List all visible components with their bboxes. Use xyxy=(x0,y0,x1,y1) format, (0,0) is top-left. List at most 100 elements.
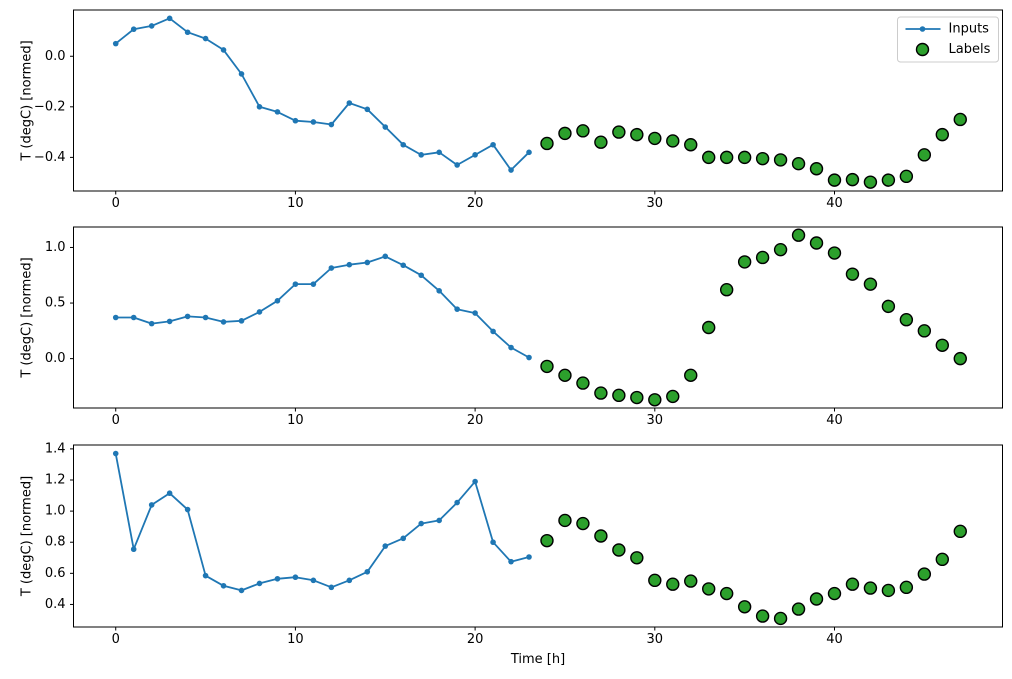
x-tick-label: 40 xyxy=(826,196,843,211)
labels-point xyxy=(791,156,806,171)
x-tick-label: 10 xyxy=(287,413,304,428)
labels-point xyxy=(755,609,770,623)
labels-point xyxy=(558,126,572,141)
labels-point xyxy=(666,389,680,404)
inputs-point xyxy=(166,318,173,325)
labels-point xyxy=(791,228,806,242)
inputs-point xyxy=(436,149,442,156)
subplot-1: 0 10 20 30 40 0.0 −0.2 −0.4T (degC) [normed] Inp… xyxy=(20,9,1003,211)
labels-point xyxy=(863,175,878,189)
axes-frame xyxy=(73,444,1003,628)
labels-point xyxy=(576,124,590,138)
labels-point xyxy=(630,127,644,142)
y-axis-label: T (degC) [normed] xyxy=(20,476,35,597)
inputs-markers xyxy=(112,450,532,594)
inputs-point xyxy=(400,262,407,269)
inputs-point xyxy=(472,478,478,485)
inputs-point xyxy=(112,314,119,321)
labels-point xyxy=(827,173,842,187)
y-tick-label: 0.8 xyxy=(45,535,66,550)
inputs-point xyxy=(364,259,371,266)
inputs-point xyxy=(436,288,442,294)
inputs-point xyxy=(364,568,371,575)
inputs-point xyxy=(220,582,227,589)
labels-point xyxy=(719,283,734,297)
labels-point xyxy=(845,172,860,187)
x-tick-label: 10 xyxy=(287,196,304,211)
x-tick-label: 20 xyxy=(467,413,484,428)
subplot-3: 0 10 20 30 40 1.4 1.2 1.0 0.8 0.6 0.4 T (degC) [nor… xyxy=(20,441,1003,667)
labels-point xyxy=(594,386,608,400)
inputs-point xyxy=(346,261,353,268)
x-tick-label: 20 xyxy=(467,196,484,211)
inputs-point xyxy=(148,320,155,327)
inputs-point xyxy=(292,281,299,287)
inputs-point xyxy=(454,499,460,506)
inputs-point xyxy=(382,124,389,130)
inputs-point xyxy=(202,572,209,579)
inputs-point xyxy=(490,141,496,148)
inputs-line xyxy=(114,453,530,592)
inputs-point xyxy=(256,309,263,315)
labels-point xyxy=(863,581,878,595)
y-axis-label: T (degC) [normed] xyxy=(20,40,35,161)
subplot-2: 0 10 20 30 40 1.0 0.5 0.0 T (degC) [normed] xyxy=(20,226,1003,428)
labels-point xyxy=(702,320,716,335)
labels-points xyxy=(540,513,967,626)
inputs-point xyxy=(220,47,227,53)
inputs-point xyxy=(166,15,173,22)
labels-point xyxy=(773,242,788,257)
inputs-line xyxy=(115,255,530,359)
labels-point xyxy=(719,586,734,601)
inputs-point xyxy=(490,539,496,546)
x-axis-label: Time [h] xyxy=(510,652,565,667)
inputs-point xyxy=(112,450,119,457)
inputs-point xyxy=(184,313,191,320)
inputs-point xyxy=(328,584,335,591)
labels-point xyxy=(666,134,680,148)
labels-point xyxy=(594,529,608,543)
axes-frame xyxy=(73,9,1003,192)
labels-point xyxy=(809,162,824,176)
labels-point xyxy=(899,313,914,327)
y-tick-label: 0.4 xyxy=(45,597,66,612)
inputs-point xyxy=(202,314,209,321)
labels-point xyxy=(540,359,554,374)
x-tick-label: 30 xyxy=(647,196,664,211)
labels-point xyxy=(737,150,752,165)
inputs-point xyxy=(508,344,514,351)
inputs-point xyxy=(526,149,532,156)
labels-point xyxy=(558,368,572,383)
x-tick-label: 0 xyxy=(112,632,120,647)
inputs-point xyxy=(220,319,227,325)
inputs-point xyxy=(184,506,191,513)
labels-point xyxy=(953,524,967,539)
labels-point xyxy=(702,150,716,165)
y-tick-label: 0.0 xyxy=(45,49,66,64)
labels-point xyxy=(881,173,896,187)
labels-point xyxy=(540,136,554,151)
labels-point xyxy=(953,351,967,366)
inputs-point xyxy=(274,575,281,582)
labels-point xyxy=(719,150,734,165)
labels-points xyxy=(540,112,967,189)
inputs-point xyxy=(238,587,245,594)
inputs-point xyxy=(346,100,353,106)
labels-point xyxy=(917,148,932,162)
inputs-point xyxy=(202,35,209,42)
inputs-point xyxy=(508,558,514,565)
inputs-point xyxy=(292,117,299,124)
labels-point xyxy=(953,112,967,127)
y-tick-label: 0.5 xyxy=(45,296,66,311)
labels-point xyxy=(666,577,680,591)
inputs-markers xyxy=(112,253,532,361)
labels-point xyxy=(935,338,950,352)
labels-point xyxy=(702,582,716,596)
labels-point xyxy=(648,393,662,407)
inputs-point xyxy=(184,29,191,36)
inputs-point xyxy=(454,162,460,168)
inputs-point xyxy=(292,574,299,581)
inputs-point xyxy=(526,554,532,560)
labels-point xyxy=(809,592,824,606)
